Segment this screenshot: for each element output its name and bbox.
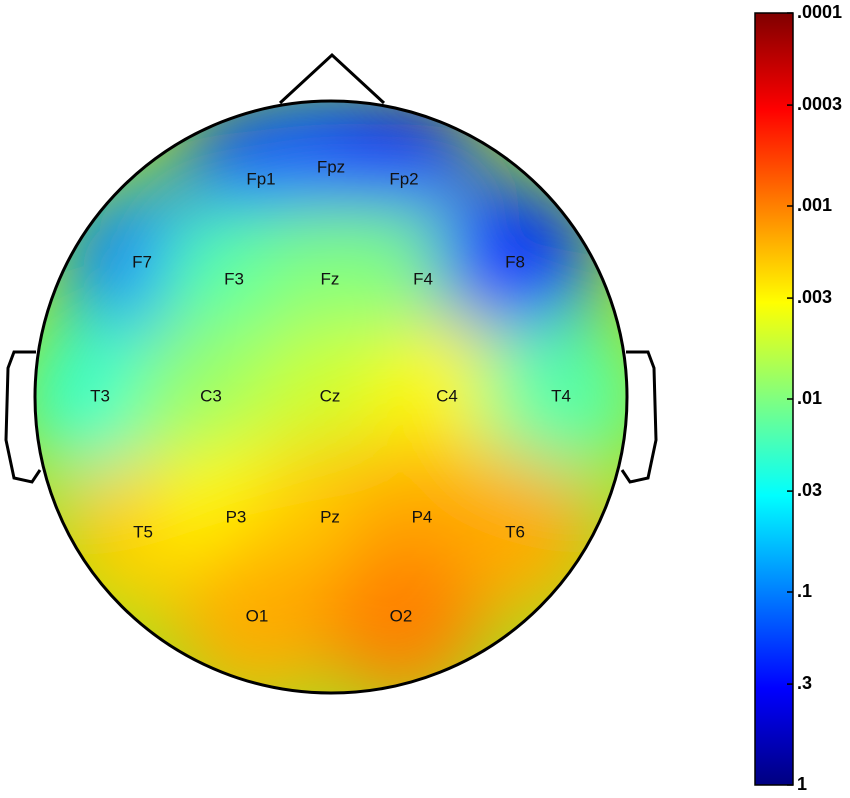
electrode-blob bbox=[250, 317, 410, 477]
right-ear bbox=[620, 350, 658, 484]
electrode-blob bbox=[131, 317, 291, 477]
colorbar-tick-label: .1 bbox=[797, 581, 812, 601]
colorbar-tick-label: .01 bbox=[797, 388, 822, 408]
electrode-label: C4 bbox=[436, 386, 458, 405]
electrode-blob bbox=[321, 537, 481, 693]
electrode-labels: Fp1 Fpz Fp2 F7 F3 Fz F4 F8 T3 C3 Cz C4 T4 T5 P3 Pz P4 T6 O… bbox=[90, 157, 571, 625]
electrode-blob bbox=[367, 317, 527, 477]
electrode-blob bbox=[481, 317, 627, 477]
electrode-label: T4 bbox=[551, 386, 571, 405]
electrode-label: Cz bbox=[320, 386, 341, 405]
electrode-label: T3 bbox=[90, 386, 110, 405]
electrode-label: F8 bbox=[505, 252, 525, 271]
electrode-label: F3 bbox=[224, 269, 244, 288]
colorbar-tick-label: .0001 bbox=[797, 2, 842, 22]
electrode-label: T5 bbox=[133, 522, 153, 541]
electrode-label: P3 bbox=[226, 507, 247, 526]
field bbox=[35, 101, 627, 693]
colorbar-tick-label: .001 bbox=[797, 195, 832, 215]
colorbar bbox=[754, 12, 794, 786]
electrode-label: P4 bbox=[412, 507, 433, 526]
electrode-label: Fp1 bbox=[246, 169, 275, 188]
electrode-label: O1 bbox=[246, 606, 269, 625]
electrode-blob bbox=[35, 317, 180, 477]
electrode-label: F4 bbox=[413, 269, 433, 288]
electrode-blob bbox=[435, 183, 595, 343]
colorbar-tick-label: .003 bbox=[797, 287, 832, 307]
electrode-label: F7 bbox=[132, 252, 152, 271]
electrode-label: O2 bbox=[390, 606, 413, 625]
colorbar-tick-label: .0003 bbox=[797, 94, 842, 114]
field-clip bbox=[35, 101, 627, 693]
electrode-label: C3 bbox=[200, 386, 222, 405]
head-outline bbox=[33, 99, 629, 695]
nose bbox=[278, 52, 386, 105]
colorbar-tick-label: .03 bbox=[797, 480, 822, 500]
left-ear bbox=[4, 350, 42, 484]
colorbar-ticks: .0001 .0003 .001 .003 .01 .03 .1 .3 1 bbox=[787, 2, 842, 794]
electrode-blob bbox=[177, 537, 337, 693]
colorbar-tick-label: 1 bbox=[797, 774, 807, 794]
electrode-label: Pz bbox=[320, 507, 340, 526]
electrode-label: Fz bbox=[321, 269, 340, 288]
electrode-label: Fpz bbox=[317, 157, 345, 176]
electrode-label: T6 bbox=[505, 522, 525, 541]
electrode-blob bbox=[435, 453, 595, 613]
electrode-label: Fp2 bbox=[389, 169, 418, 188]
colorbar-tick-label: .3 bbox=[797, 673, 812, 693]
